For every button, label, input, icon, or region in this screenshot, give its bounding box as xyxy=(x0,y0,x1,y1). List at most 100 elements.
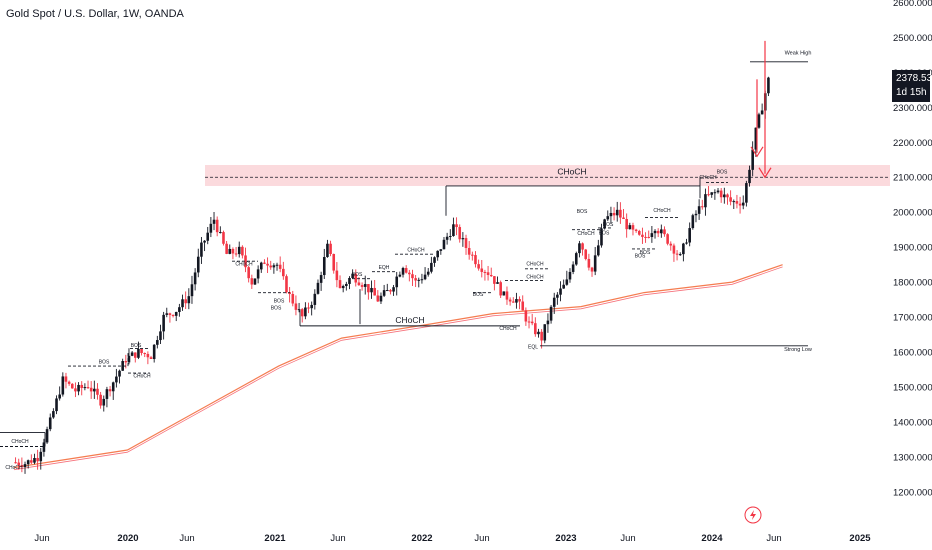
candle-body xyxy=(70,383,74,389)
candle-body xyxy=(294,303,298,310)
candle-body xyxy=(644,236,647,238)
x-tick-label: Jun xyxy=(620,533,635,544)
candle-body xyxy=(530,321,534,324)
candle-body xyxy=(704,194,707,208)
candle-body xyxy=(452,224,455,237)
candle-body xyxy=(168,313,172,315)
candle-body xyxy=(389,290,392,292)
candle-body xyxy=(625,219,628,230)
choch-zone-label: CHoCH xyxy=(557,166,586,176)
candle-body xyxy=(414,278,417,281)
x-tick-label: Jun xyxy=(766,533,781,544)
candle-body xyxy=(259,262,263,270)
candle-body xyxy=(14,462,17,464)
weak-high-label: Weak High xyxy=(785,51,812,57)
x-tick-label: 2022 xyxy=(411,533,432,544)
candle-body xyxy=(757,114,761,128)
candle-body xyxy=(540,331,543,341)
annotation-label: CHoCH xyxy=(5,465,23,471)
candle-body xyxy=(496,282,499,284)
candle-body xyxy=(269,265,273,268)
candle-body xyxy=(363,284,367,287)
annotation-label: CHoCH xyxy=(499,326,517,332)
candle-body xyxy=(237,246,241,255)
annotation-label: BOS xyxy=(274,298,285,304)
candle-body xyxy=(581,243,584,250)
candle-body xyxy=(30,460,33,463)
candle-body xyxy=(247,267,250,279)
candle-body xyxy=(219,232,222,234)
candle-body xyxy=(571,264,575,272)
candle-body xyxy=(55,398,58,412)
candle-body xyxy=(420,279,424,281)
candle-body xyxy=(326,243,329,258)
candle-body xyxy=(423,274,427,280)
candle-body xyxy=(89,387,93,392)
candle-body xyxy=(691,215,695,229)
x-tick-label: 2024 xyxy=(701,533,723,544)
candle-body xyxy=(165,313,169,315)
current-price-tag: 2378.535 1d 15h xyxy=(892,70,932,102)
candle-body xyxy=(650,233,654,238)
candle-body xyxy=(99,394,102,406)
candle-body xyxy=(666,234,669,244)
candle-body xyxy=(228,248,232,254)
candle-body xyxy=(511,301,515,303)
candle-body xyxy=(458,227,462,240)
candle-body xyxy=(266,263,269,266)
supply-zone xyxy=(205,165,890,186)
candle-body xyxy=(713,192,717,194)
candle-body xyxy=(200,242,203,257)
annotation-label: CHoCH xyxy=(11,439,29,445)
candle-body xyxy=(370,287,373,293)
x-tick-label: Jun xyxy=(179,533,194,544)
candle-body xyxy=(373,287,376,296)
candle-body xyxy=(159,331,162,341)
time-axis[interactable]: Jun 2020 Jun 2021 Jun 2022 Jun 2023 Jun 2024 Jun 20… xyxy=(34,533,871,544)
candle-body xyxy=(52,411,55,418)
candle-body xyxy=(367,284,370,293)
x-tick-label: 2021 xyxy=(264,533,286,544)
candle-body xyxy=(48,417,52,430)
price-axis[interactable]: 1200.000 1300.000 1400.000 1500.000 1600.000… xyxy=(893,0,932,498)
candle-body xyxy=(288,292,291,295)
candle-body xyxy=(445,236,449,240)
candle-body xyxy=(732,201,736,203)
candle-body xyxy=(612,212,616,216)
candle-body xyxy=(127,355,131,363)
candle-body xyxy=(250,278,254,285)
candle-body xyxy=(672,245,676,254)
annotation-label: CHoCH xyxy=(526,275,544,281)
y-tick-label: 1300.000 xyxy=(893,453,932,464)
candle-body xyxy=(20,465,24,468)
candle-body xyxy=(735,201,739,204)
candle-body xyxy=(212,219,216,224)
chart-background xyxy=(0,0,890,550)
candle-body xyxy=(42,442,46,452)
red-arrow-head xyxy=(758,167,772,179)
candle-body xyxy=(121,361,124,371)
bar-countdown: 1d 15h xyxy=(896,87,927,98)
candle-body xyxy=(256,269,260,279)
lightning-icon[interactable] xyxy=(744,506,762,524)
candle-body xyxy=(729,197,732,202)
candle-body xyxy=(619,209,622,218)
candle-body xyxy=(304,307,307,317)
candle-body xyxy=(17,462,21,466)
candle-body xyxy=(754,127,758,150)
candle-body xyxy=(628,225,632,230)
candle-body xyxy=(546,320,550,325)
candle-body xyxy=(146,353,150,358)
annotation-label: CHoCH xyxy=(235,261,253,267)
candle-body xyxy=(285,276,288,293)
candle-body xyxy=(108,389,112,392)
candle-body xyxy=(716,190,720,193)
y-tick-label: 1600.000 xyxy=(893,348,932,359)
candle-body xyxy=(521,301,525,311)
x-tick-label: Jun xyxy=(34,533,49,544)
candle-body xyxy=(64,376,68,382)
y-tick-label: 2600.000 xyxy=(893,0,932,9)
candles-layer xyxy=(14,76,770,474)
moving-average-line xyxy=(13,264,783,469)
